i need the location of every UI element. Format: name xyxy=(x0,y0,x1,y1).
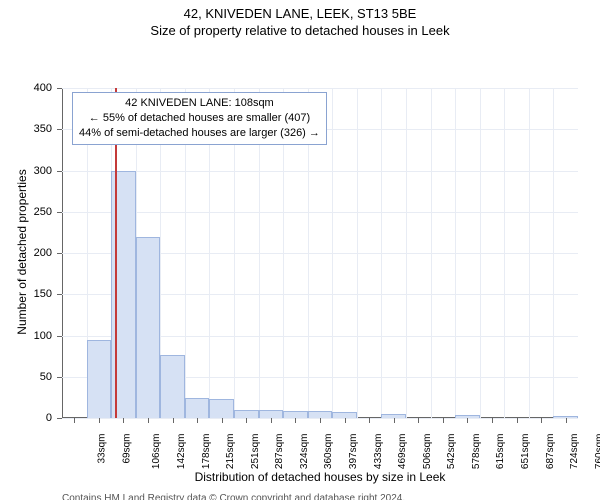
ytick-label: 350 xyxy=(0,123,52,135)
xtick-label: 651sqm xyxy=(520,434,531,470)
histogram-bar xyxy=(283,411,308,418)
xtick-label: 760sqm xyxy=(594,434,600,470)
footnote-1: Contains HM Land Registry data © Crown c… xyxy=(62,492,405,500)
xtick-mark xyxy=(99,418,100,423)
xtick-label: 469sqm xyxy=(397,434,408,470)
annotation-line-3: 44% of semi-detached houses are larger (… xyxy=(79,126,320,141)
gridline-h xyxy=(62,212,578,213)
xtick-mark xyxy=(295,418,296,423)
histogram-bar xyxy=(87,340,112,418)
histogram-bar xyxy=(308,411,333,418)
gridline-v xyxy=(504,88,505,418)
ytick-mark xyxy=(57,377,62,378)
xtick-mark xyxy=(271,418,272,423)
xtick-label: 69sqm xyxy=(121,434,132,464)
xtick-mark xyxy=(148,418,149,423)
annotation-line-2: ← 55% of detached houses are smaller (40… xyxy=(79,111,320,126)
ytick-label: 100 xyxy=(0,330,52,342)
xtick-label: 178sqm xyxy=(201,434,212,470)
ytick-label: 250 xyxy=(0,206,52,218)
xtick-mark xyxy=(418,418,419,423)
xtick-label: 324sqm xyxy=(299,434,310,470)
ytick-mark xyxy=(57,129,62,130)
xtick-mark xyxy=(541,418,542,423)
xtick-label: 542sqm xyxy=(446,434,457,470)
ytick-mark xyxy=(57,294,62,295)
gridline-v xyxy=(381,88,382,418)
xtick-mark xyxy=(394,418,395,423)
xtick-label: 251sqm xyxy=(250,434,261,470)
x-axis-label: Distribution of detached houses by size … xyxy=(62,470,578,484)
xtick-mark xyxy=(197,418,198,423)
histogram-bar xyxy=(259,410,284,418)
xtick-label: 578sqm xyxy=(471,434,482,470)
xtick-mark xyxy=(246,418,247,423)
gridline-h xyxy=(62,171,578,172)
histogram-bar xyxy=(136,237,161,419)
xtick-label: 724sqm xyxy=(569,434,580,470)
xtick-label: 33sqm xyxy=(97,434,108,464)
xtick-mark xyxy=(492,418,493,423)
ytick-mark xyxy=(57,171,62,172)
xtick-mark xyxy=(467,418,468,423)
xtick-label: 615sqm xyxy=(496,434,507,470)
xtick-label: 433sqm xyxy=(373,434,384,470)
annotation-box: 42 KNIVEDEN LANE: 108sqm ← 55% of detach… xyxy=(72,92,327,145)
xtick-label: 397sqm xyxy=(348,434,359,470)
ytick-mark xyxy=(57,212,62,213)
chart-subtitle: Size of property relative to detached ho… xyxy=(0,23,600,38)
xtick-mark xyxy=(443,418,444,423)
xtick-mark xyxy=(369,418,370,423)
xtick-label: 106sqm xyxy=(152,434,163,470)
ytick-label: 0 xyxy=(0,412,52,424)
xtick-mark xyxy=(345,418,346,423)
gridline-v xyxy=(406,88,407,418)
xtick-label: 142sqm xyxy=(176,434,187,470)
xtick-label: 287sqm xyxy=(274,434,285,470)
xtick-label: 687sqm xyxy=(545,434,556,470)
ytick-mark xyxy=(57,336,62,337)
ytick-mark xyxy=(57,253,62,254)
histogram-bar xyxy=(185,398,210,418)
xtick-mark xyxy=(173,418,174,423)
xtick-mark xyxy=(222,418,223,423)
xtick-mark xyxy=(566,418,567,423)
ytick-label: 200 xyxy=(0,247,52,259)
histogram-bar xyxy=(209,399,234,418)
ytick-label: 150 xyxy=(0,288,52,300)
gridline-v xyxy=(455,88,456,418)
histogram-bar xyxy=(160,355,185,418)
gridline-v xyxy=(357,88,358,418)
xtick-label: 506sqm xyxy=(422,434,433,470)
ytick-label: 50 xyxy=(0,371,52,383)
xtick-label: 360sqm xyxy=(324,434,335,470)
chart-title: 42, KNIVEDEN LANE, LEEK, ST13 5BE xyxy=(0,6,600,21)
ytick-label: 400 xyxy=(0,82,52,94)
xtick-mark xyxy=(74,418,75,423)
gridline-v xyxy=(431,88,432,418)
gridline-v xyxy=(529,88,530,418)
xtick-mark xyxy=(123,418,124,423)
gridline-v xyxy=(332,88,333,418)
xtick-mark xyxy=(517,418,518,423)
histogram-bar xyxy=(234,410,259,418)
gridline-v xyxy=(480,88,481,418)
annotation-line-1: 42 KNIVEDEN LANE: 108sqm xyxy=(79,96,320,111)
ytick-mark xyxy=(57,418,62,419)
ytick-label: 300 xyxy=(0,165,52,177)
gridline-v xyxy=(553,88,554,418)
xtick-mark xyxy=(320,418,321,423)
xtick-label: 215sqm xyxy=(225,434,236,470)
gridline-h xyxy=(62,88,578,89)
ytick-mark xyxy=(57,88,62,89)
